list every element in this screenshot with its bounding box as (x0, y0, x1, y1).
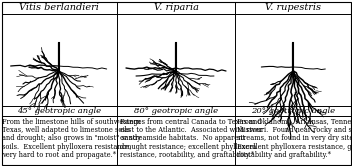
Bar (119, 15, 233, 106)
Text: From the limestone hills of southwestern: From the limestone hills of southwestern (2, 118, 142, 125)
Text: east to the Atlantic.  Associated with river: east to the Atlantic. Associated with ri… (120, 126, 262, 134)
Text: rootability and graftability.*: rootability and graftability.* (237, 151, 331, 159)
Text: V. rupestris: V. rupestris (265, 3, 321, 12)
Text: soils.  Excellent phylloxera resistance,: soils. Excellent phylloxera resistance, (2, 143, 132, 151)
Text: Texas, well adapted to limestone soils: Texas, well adapted to limestone soils (2, 126, 131, 134)
Bar (236, 15, 351, 106)
Text: Excellent phylloxera resistance, good: Excellent phylloxera resistance, good (237, 143, 352, 151)
Text: V. riparia: V. riparia (153, 3, 199, 12)
Text: or streamside habitats.  No apparent: or streamside habitats. No apparent (120, 134, 245, 142)
Text: resistance, rootability, and graftability.*: resistance, rootability, and graftabilit… (120, 151, 254, 159)
Text: 45° geotropic angle: 45° geotropic angle (17, 107, 101, 115)
Text: Vitis berlandieri: Vitis berlandieri (19, 3, 99, 12)
Text: very hard to root and propagate.*: very hard to root and propagate.* (2, 151, 117, 159)
Text: Missouri.  Found near rocky and sandy: Missouri. Found near rocky and sandy (237, 126, 352, 134)
Text: Ranges from central Canada to Texas and: Ranges from central Canada to Texas and (120, 118, 261, 125)
Text: From Oklahoma, Arkansas, Tennessee,: From Oklahoma, Arkansas, Tennessee, (237, 118, 352, 125)
Text: and drought; also grows in "moist" sandy: and drought; also grows in "moist" sandy (2, 134, 142, 142)
Text: drought resistance; excellent phylloxera: drought resistance; excellent phylloxera (120, 143, 256, 151)
Text: 20° geotropic angle: 20° geotropic angle (251, 107, 335, 115)
Text: streams, not found in very dry sites.: streams, not found in very dry sites. (237, 134, 352, 142)
Bar (1, 15, 116, 106)
Text: 80° geotropic angle: 80° geotropic angle (134, 107, 218, 115)
